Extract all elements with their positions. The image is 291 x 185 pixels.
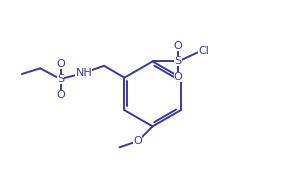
- Text: O: O: [174, 41, 182, 51]
- Text: O: O: [56, 58, 65, 69]
- Text: Cl: Cl: [198, 46, 209, 56]
- Text: O: O: [56, 90, 65, 100]
- Text: O: O: [174, 72, 182, 82]
- Text: S: S: [174, 56, 182, 66]
- Text: O: O: [134, 136, 142, 146]
- Text: NH: NH: [75, 68, 92, 78]
- Text: S: S: [57, 74, 64, 84]
